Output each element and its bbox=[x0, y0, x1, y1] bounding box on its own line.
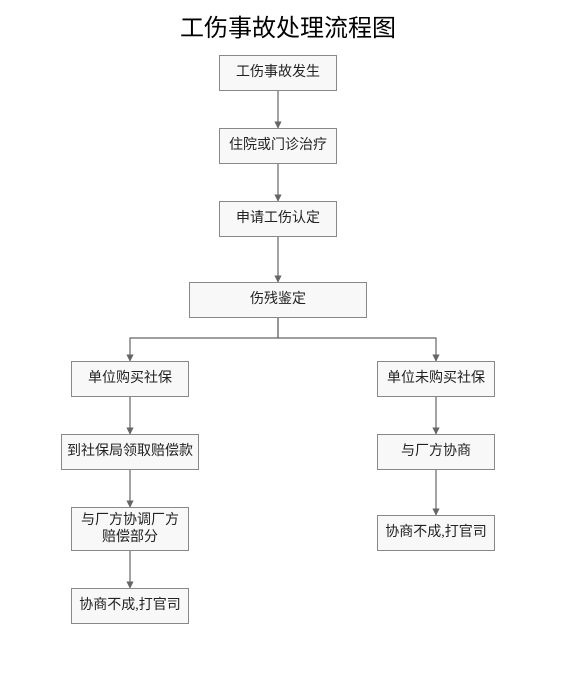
flow-node-label: 伤残鉴定 bbox=[250, 291, 306, 309]
flow-edge bbox=[278, 318, 436, 361]
flow-node: 单位未购买社保 bbox=[377, 361, 495, 397]
flow-node: 住院或门诊治疗 bbox=[219, 128, 337, 164]
flowchart-canvas: 工伤事故处理流程图 工伤事故发生住院或门诊治疗申请工伤认定伤残鉴定单位购买社保到… bbox=[0, 0, 577, 673]
flow-edge bbox=[130, 318, 278, 361]
flow-node: 伤残鉴定 bbox=[189, 282, 367, 318]
flow-node: 申请工伤认定 bbox=[219, 201, 337, 237]
edges-layer bbox=[0, 0, 577, 673]
flow-node-label: 到社保局领取赔偿款 bbox=[67, 443, 193, 461]
chart-title: 工伤事故处理流程图 bbox=[138, 8, 438, 43]
flow-node: 单位购买社保 bbox=[71, 361, 189, 397]
flow-node-label: 与厂方协调厂方赔偿部分 bbox=[81, 512, 179, 547]
flow-node-label: 与厂方协商 bbox=[401, 443, 471, 461]
flow-node-label: 协商不成,打官司 bbox=[79, 597, 181, 615]
flow-node-label: 协商不成,打官司 bbox=[385, 524, 487, 542]
flow-node-label: 住院或门诊治疗 bbox=[229, 137, 327, 155]
flow-node: 到社保局领取赔偿款 bbox=[61, 434, 199, 470]
flow-node: 与厂方协商 bbox=[377, 434, 495, 470]
flow-node: 协商不成,打官司 bbox=[71, 588, 189, 624]
flow-node-label: 工伤事故发生 bbox=[236, 64, 320, 82]
flow-node-label: 单位购买社保 bbox=[88, 370, 172, 388]
flow-node-label: 单位未购买社保 bbox=[387, 370, 485, 388]
flow-node: 与厂方协调厂方赔偿部分 bbox=[71, 507, 189, 551]
flow-node: 协商不成,打官司 bbox=[377, 515, 495, 551]
flow-node: 工伤事故发生 bbox=[219, 55, 337, 91]
flow-node-label: 申请工伤认定 bbox=[236, 210, 320, 228]
chart-title-text: 工伤事故处理流程图 bbox=[180, 16, 396, 42]
